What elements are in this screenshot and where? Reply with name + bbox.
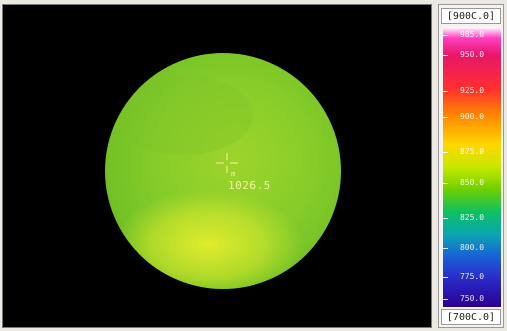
hot-region <box>113 190 303 289</box>
scale-max-field[interactable]: [900C.0] <box>441 8 501 24</box>
thermal-image <box>105 53 341 289</box>
scale-tick: 825.0 <box>443 212 501 224</box>
scale-tick: 850.0 <box>443 177 501 189</box>
scale-tick: 800.0 <box>443 242 501 254</box>
scale-min-field[interactable]: [700C.0] <box>441 309 501 325</box>
temperature-color-bar: 985.0 950.0 925.0 900.0 875.0 850.0 825.… <box>443 27 501 307</box>
scale-tick: 775.0 <box>443 271 501 283</box>
temperature-scale-panel: [900C.0] 985.0 950.0 925.0 900.0 875.0 8… <box>438 4 504 328</box>
scale-tick: 750.0 <box>443 293 501 305</box>
spot-temperature-readout: 1026.5 <box>228 179 271 192</box>
scale-tick: 900.0 <box>443 111 501 123</box>
crosshair-icon <box>216 153 238 173</box>
scale-tick: 950.0 <box>443 49 501 61</box>
scale-tick: 925.0 <box>443 85 501 97</box>
thermal-image-view[interactable] <box>2 4 432 328</box>
scale-tick: 985.0 <box>443 29 501 41</box>
spot-marker-label: m <box>231 170 236 178</box>
scale-tick: 875.0 <box>443 146 501 158</box>
